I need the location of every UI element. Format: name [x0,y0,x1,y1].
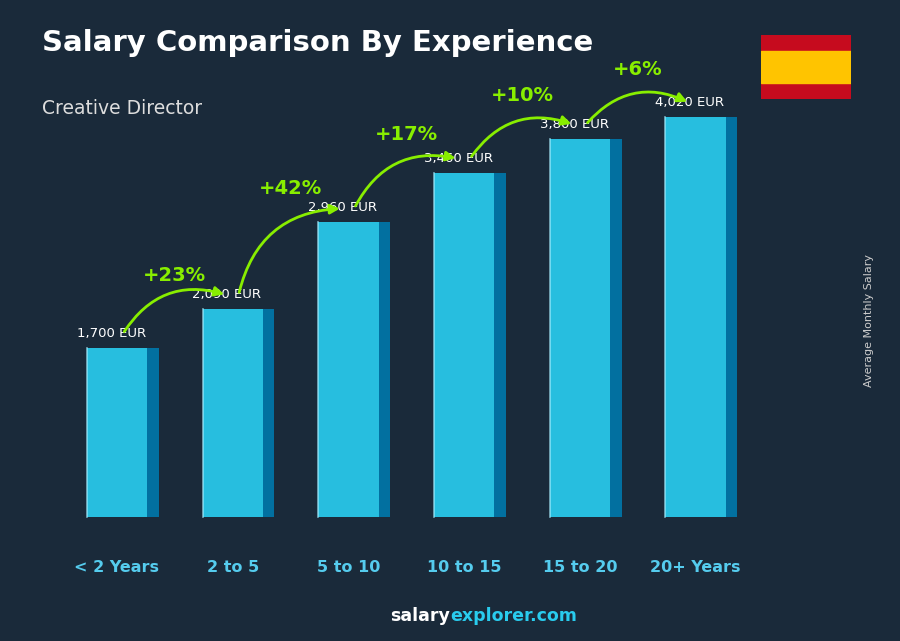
Text: 1,700 EUR: 1,700 EUR [76,327,146,340]
Text: < 2 Years: < 2 Years [75,560,159,575]
Text: 20+ Years: 20+ Years [651,560,741,575]
Text: 2,090 EUR: 2,090 EUR [193,288,261,301]
Polygon shape [610,138,622,517]
Text: Creative Director: Creative Director [41,99,202,118]
Text: Average Monthly Salary: Average Monthly Salary [863,254,874,387]
Polygon shape [87,348,147,517]
Polygon shape [550,138,610,517]
Polygon shape [665,117,725,517]
Text: +17%: +17% [374,125,437,144]
Text: salary: salary [390,607,450,625]
Text: 5 to 10: 5 to 10 [317,560,380,575]
Text: 2 to 5: 2 to 5 [207,560,259,575]
Polygon shape [147,348,158,517]
Text: +23%: +23% [143,265,206,285]
Text: 3,800 EUR: 3,800 EUR [540,118,608,131]
Text: 15 to 20: 15 to 20 [543,560,617,575]
Text: 4,020 EUR: 4,020 EUR [655,96,724,109]
Polygon shape [379,222,390,517]
Text: +6%: +6% [613,60,662,79]
Text: Salary Comparison By Experience: Salary Comparison By Experience [41,29,593,57]
Text: 3,460 EUR: 3,460 EUR [424,152,493,165]
Bar [760,51,850,83]
Polygon shape [434,172,494,517]
Text: explorer.com: explorer.com [450,607,577,625]
Polygon shape [319,222,379,517]
Polygon shape [202,309,263,517]
Polygon shape [263,309,274,517]
Text: 10 to 15: 10 to 15 [427,560,501,575]
Text: +10%: +10% [491,87,554,105]
Text: 2,960 EUR: 2,960 EUR [308,201,377,215]
Text: +42%: +42% [259,179,322,198]
Polygon shape [725,117,737,517]
Polygon shape [494,172,506,517]
